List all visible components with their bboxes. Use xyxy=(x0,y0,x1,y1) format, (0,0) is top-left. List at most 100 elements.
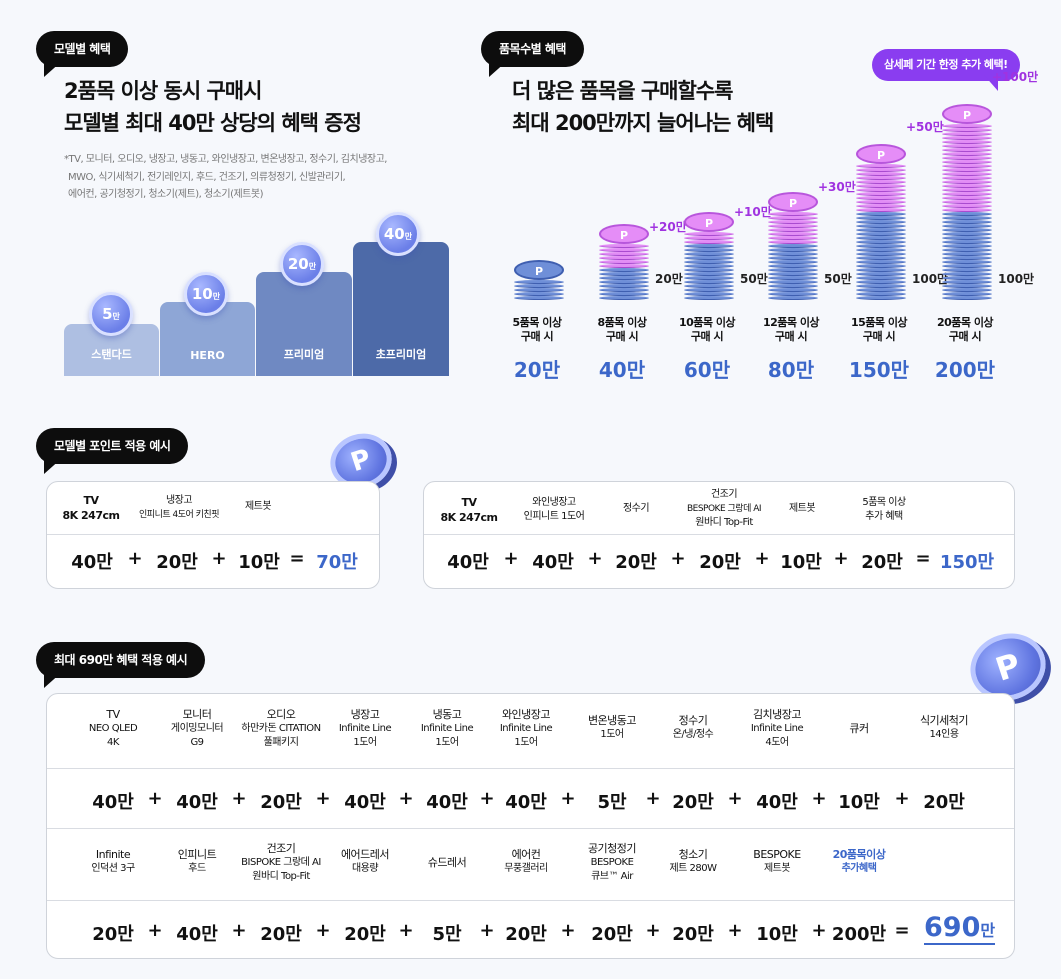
col-header: TV 8K 247cm xyxy=(62,494,120,522)
operator: + xyxy=(560,788,576,809)
tier-bar-ultra-premium: 초프리미엄 xyxy=(353,242,449,376)
operator: + xyxy=(315,788,331,809)
blue-coin xyxy=(514,296,564,300)
col-header: 냉장고 Infinite Line 1도어 xyxy=(338,708,392,748)
point-value: 40만 xyxy=(344,792,386,813)
point-value: 40만 xyxy=(426,792,468,813)
coin-stack-chart: P P +20만 20만 P +10만 50만 P +30만 50만 P +50만 100만 P +100만… xyxy=(490,70,1050,300)
operator: + xyxy=(479,788,495,809)
operator: + xyxy=(894,788,910,809)
model-benefit-heading-line2: 모델별 최대 40만 상당의 혜택 증정 xyxy=(64,111,362,135)
tier-label: 스탠다드 xyxy=(91,348,132,361)
col-header: 제트봇 xyxy=(244,501,272,512)
stack-value: 20만 xyxy=(513,358,561,382)
col-header: 정수기 xyxy=(622,503,650,514)
point-value: 10만 xyxy=(838,792,880,813)
model-benefit-heading-line1: 2품목 이상 동시 구매시 xyxy=(64,79,262,103)
model-list-note-3: 에어컨, 공기청정기, 청소기(제트), 청소기(제트봇) xyxy=(68,189,263,200)
row2-headers: Infinite 인덕션 3구 인피니트 후드 건조기 BISPOKE 그랑데 AI 원바디… xyxy=(47,838,1016,898)
blue-coin xyxy=(768,296,818,300)
point-value: 10만 xyxy=(756,924,798,945)
operator: + xyxy=(811,920,827,941)
col-header: 20품목이상 추가혜택 xyxy=(832,848,886,874)
max-example-bubble: 최대 690만 혜택 적용 예시 xyxy=(36,642,206,688)
point-coin-top: P xyxy=(856,144,906,164)
base-points-tag: 50만 xyxy=(824,272,852,286)
added-points-tag: +50만 xyxy=(906,120,944,134)
stack-label: 10품목 이상 구매 시 xyxy=(678,316,736,343)
point-value: 20만 xyxy=(591,924,633,945)
point-value: 20만 xyxy=(505,924,547,945)
col-header: 에어드레서 대용량 xyxy=(340,848,390,874)
operator: + xyxy=(398,788,414,809)
tier-bar-premium: 프리미엄 xyxy=(256,272,352,376)
point-value: 40만 xyxy=(176,924,218,945)
base-points-tag: 50만 xyxy=(740,272,768,286)
coin-stack: P xyxy=(942,104,992,300)
tier-badge-coin: 10 만 xyxy=(184,272,228,316)
coin-stack: P xyxy=(514,260,564,300)
operator: + xyxy=(727,788,743,809)
added-points-tag: +30만 xyxy=(818,180,856,194)
total-690: 690만 xyxy=(924,912,996,945)
base-points-tag: 20만 xyxy=(655,272,683,286)
point-value: 20만 xyxy=(923,792,965,813)
quantity-benefit-bubble: 품목수별 혜택 xyxy=(481,31,584,77)
col-header: 슈드레서 xyxy=(427,856,467,869)
point-value: 40만 xyxy=(176,792,218,813)
stack-label: 15품목 이상 구매 시 xyxy=(850,316,908,343)
point-value: 5만 xyxy=(597,792,627,813)
operator: = xyxy=(894,920,910,941)
col-header: TV 8K 247cm xyxy=(440,496,498,524)
base-points-tag: 100만 xyxy=(912,272,949,286)
point-value: 20만 xyxy=(344,924,386,945)
point-value: 20만 xyxy=(672,924,714,945)
col-header: 와인냉장고 Infinite Line 1도어 xyxy=(499,708,553,748)
point-value: 20만 xyxy=(92,924,134,945)
stack-value: 60만 xyxy=(683,358,731,382)
col-header: 냉동고 Infinite Line 1도어 xyxy=(420,708,474,748)
col-header: 에어컨 무풍갤러리 xyxy=(504,848,548,874)
point-value: 20만 xyxy=(260,924,302,945)
point-value: 40만 xyxy=(756,792,798,813)
added-points-tag: +100만 xyxy=(992,70,1039,84)
operator: + xyxy=(727,920,743,941)
coin-stack: P xyxy=(856,144,906,300)
example-card-1: TV 8K 247cm 냉장고 인피니트 4도어 키친핏 제트봇 40만 + 20만… xyxy=(46,481,380,589)
col-header: 김치냉장고 Infinite Line 4도어 xyxy=(750,708,804,748)
coin-stack: P xyxy=(599,224,649,300)
operator: + xyxy=(645,920,661,941)
base-points-tag: 100만 xyxy=(998,272,1035,286)
value-row: 40만 + 20만 + 10만 = 70만 xyxy=(71,548,358,573)
operator: + xyxy=(479,920,495,941)
col-header: 정수기 온/냉/정수 xyxy=(672,714,714,740)
col-header: 모니터 게이밍모니터 G9 xyxy=(170,708,224,748)
col-header: 공기청정기 BESPOKE 큐브™ Air xyxy=(587,842,637,882)
blue-coin xyxy=(599,296,649,300)
col-header: 변온냉동고 1도어 xyxy=(587,714,637,740)
operator: + xyxy=(560,920,576,941)
blue-coin xyxy=(942,296,992,300)
quantity-benefit-heading-line2: 최대 200만까지 늘어나는 혜택 xyxy=(512,111,774,135)
stack-label: 8품목 이상 구매 시 xyxy=(597,316,647,343)
row1-values: 40만 +40만 +20만 +40만 +40만 +40만 +5만 +20만 +40만 +10만 +2… xyxy=(47,788,1016,813)
point-value: 5만 xyxy=(432,924,462,945)
col-header: 건조기 BISPOKE 그랑데 AI 원바디 Top-Fit xyxy=(241,842,321,882)
row2-values: 20만 +40만 +20만 +20만 +5만 +20만 +20만 +20만 +10만 +200만 = xyxy=(47,920,1016,945)
operator: + xyxy=(147,920,163,941)
point-value: 200만 xyxy=(831,924,887,945)
row1-headers: TV NEO QLED 4K 모니터 게이밍모니터 G9 오디오 하만카돈 CITATION 풀… xyxy=(47,704,1016,764)
operator: + xyxy=(231,788,247,809)
col-header: TV NEO QLED 4K xyxy=(88,708,138,748)
point-coin-top: P xyxy=(942,104,992,124)
operator: + xyxy=(645,788,661,809)
col-header: 큐커 xyxy=(849,722,869,735)
operator: + xyxy=(315,920,331,941)
stack-value: 80만 xyxy=(767,358,815,382)
blue-coin xyxy=(684,296,734,300)
col-header: BESPOKE 제트봇 xyxy=(753,848,801,874)
tier-label: HERO xyxy=(190,349,225,362)
stack-value: 200만 xyxy=(934,358,996,382)
